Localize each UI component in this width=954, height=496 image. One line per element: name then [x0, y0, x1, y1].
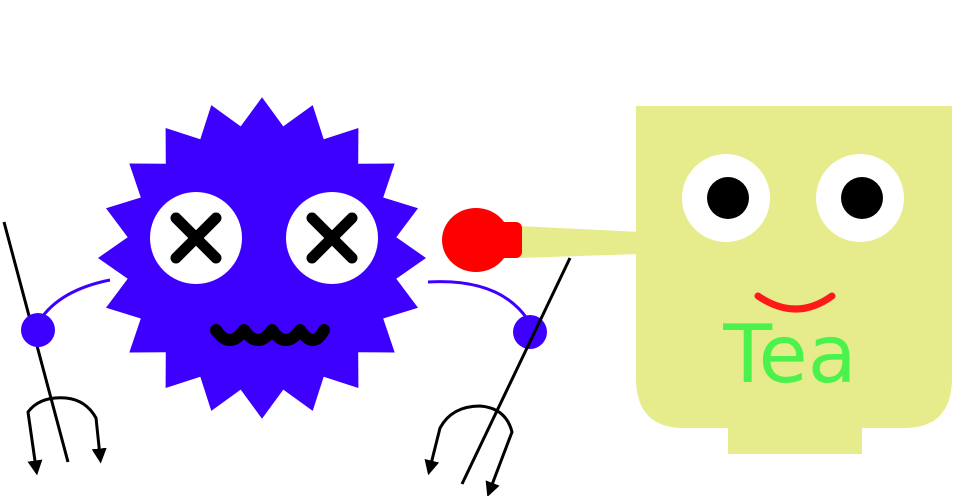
germ-left-arm — [21, 278, 111, 347]
germ-wavy-mouth-icon — [210, 324, 330, 346]
cup-punch-arm — [518, 226, 640, 258]
germ-left-hand — [21, 313, 55, 347]
germ-right-eye — [286, 192, 378, 284]
right-pitchfork-icon — [424, 257, 572, 496]
x-mark-icon — [170, 212, 222, 264]
cup-label: Tea — [722, 308, 857, 401]
boxing-glove-icon — [442, 208, 522, 272]
germ-left-eye — [150, 192, 242, 284]
germ-body — [98, 97, 426, 419]
germ-right-arm — [427, 280, 547, 349]
cup-left-eye — [682, 154, 770, 242]
cup-right-eye — [816, 154, 904, 242]
left-pitchfork-icon — [2, 221, 107, 476]
tea-cup: Tea — [636, 106, 952, 454]
cup-smile-icon — [754, 292, 836, 313]
x-mark-icon — [306, 212, 358, 264]
tea-cup-base — [728, 420, 862, 454]
